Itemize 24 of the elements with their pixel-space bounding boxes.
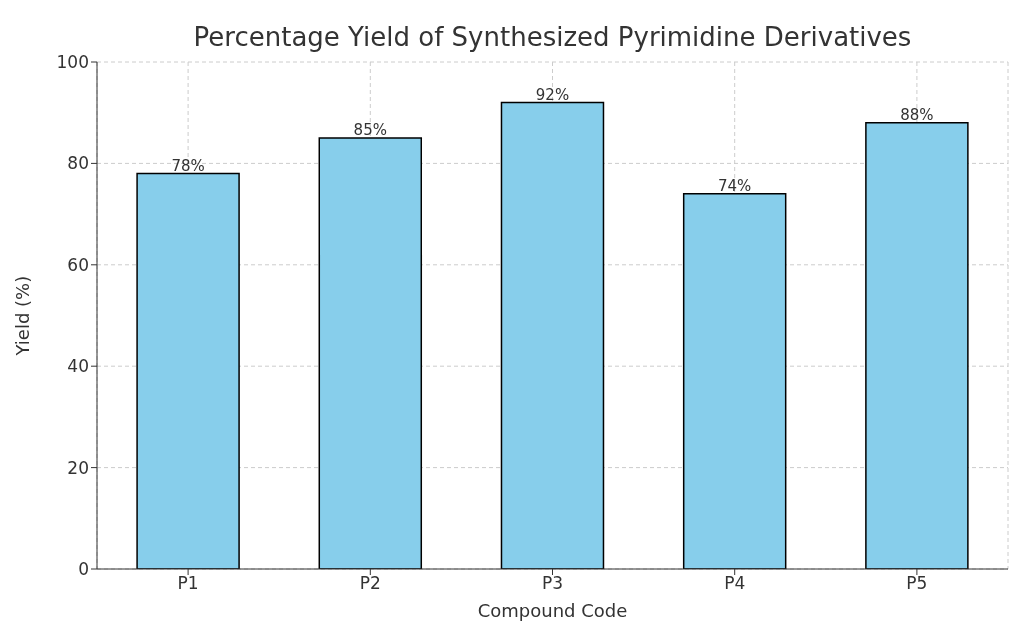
bar — [682, 193, 787, 569]
y-tick-label: 100 — [56, 52, 89, 73]
x-axis-title: Compound Code — [477, 600, 628, 621]
x-tick-label: P5 — [906, 573, 928, 594]
y-tick-label: 20 — [67, 457, 89, 478]
chart-title: Percentage Yield of Synthesized Pyrimidine Derivatives — [192, 22, 913, 52]
y-tick-label: 0 — [78, 559, 89, 580]
x-tick-label: P1 — [177, 573, 199, 594]
data-label: 85% — [353, 121, 387, 140]
y-tick-label: 40 — [67, 356, 89, 377]
bar — [865, 122, 969, 569]
data-label: 88% — [900, 105, 934, 124]
bar — [500, 101, 605, 569]
bar — [318, 137, 423, 569]
y-axis-title: Yield (%) — [12, 275, 34, 357]
x-tick-label: P2 — [359, 573, 381, 594]
data-label: 92% — [535, 85, 570, 104]
y-tick-label: 80 — [67, 153, 89, 174]
bar — [136, 172, 240, 569]
y-tick-label: 60 — [67, 254, 89, 275]
x-tick-label: P4 — [724, 573, 746, 594]
data-label: 78% — [171, 156, 205, 175]
x-tick-label: P3 — [541, 573, 564, 594]
data-label: 74% — [718, 176, 752, 195]
